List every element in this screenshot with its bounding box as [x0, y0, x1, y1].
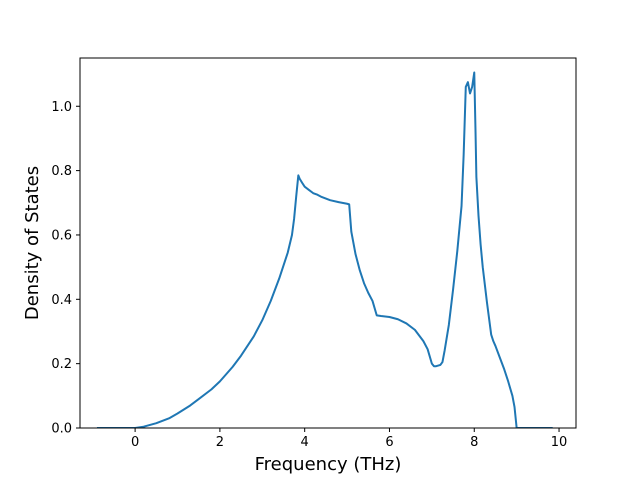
plot-frame — [79, 57, 577, 429]
x-axis-label: Frequency (THz) — [255, 454, 402, 475]
dos-series-line — [96, 71, 553, 428]
y-axis-label: Density of States — [22, 166, 43, 320]
y-tick-label: 1.0 — [51, 100, 72, 115]
x-tick-label: 2 — [216, 435, 224, 450]
ticks-layer: 0 2 4 6 8 10 0.0 0.2 0.4 0.6 0.8 1.0 — [51, 100, 567, 450]
x-tick-label: 10 — [551, 435, 568, 450]
y-tick-label: 0.8 — [51, 164, 72, 179]
x-tick-label: 0 — [131, 435, 139, 450]
y-tick-label: 0.6 — [51, 228, 72, 243]
x-tick-label: 4 — [301, 435, 309, 450]
plot-layer — [96, 71, 553, 428]
y-tick-label: 0.4 — [51, 293, 72, 308]
y-tick-label: 0.0 — [51, 422, 72, 437]
y-tick-label: 0.2 — [51, 357, 72, 372]
x-tick-label: 6 — [385, 435, 393, 450]
x-tick-label: 8 — [470, 435, 478, 450]
